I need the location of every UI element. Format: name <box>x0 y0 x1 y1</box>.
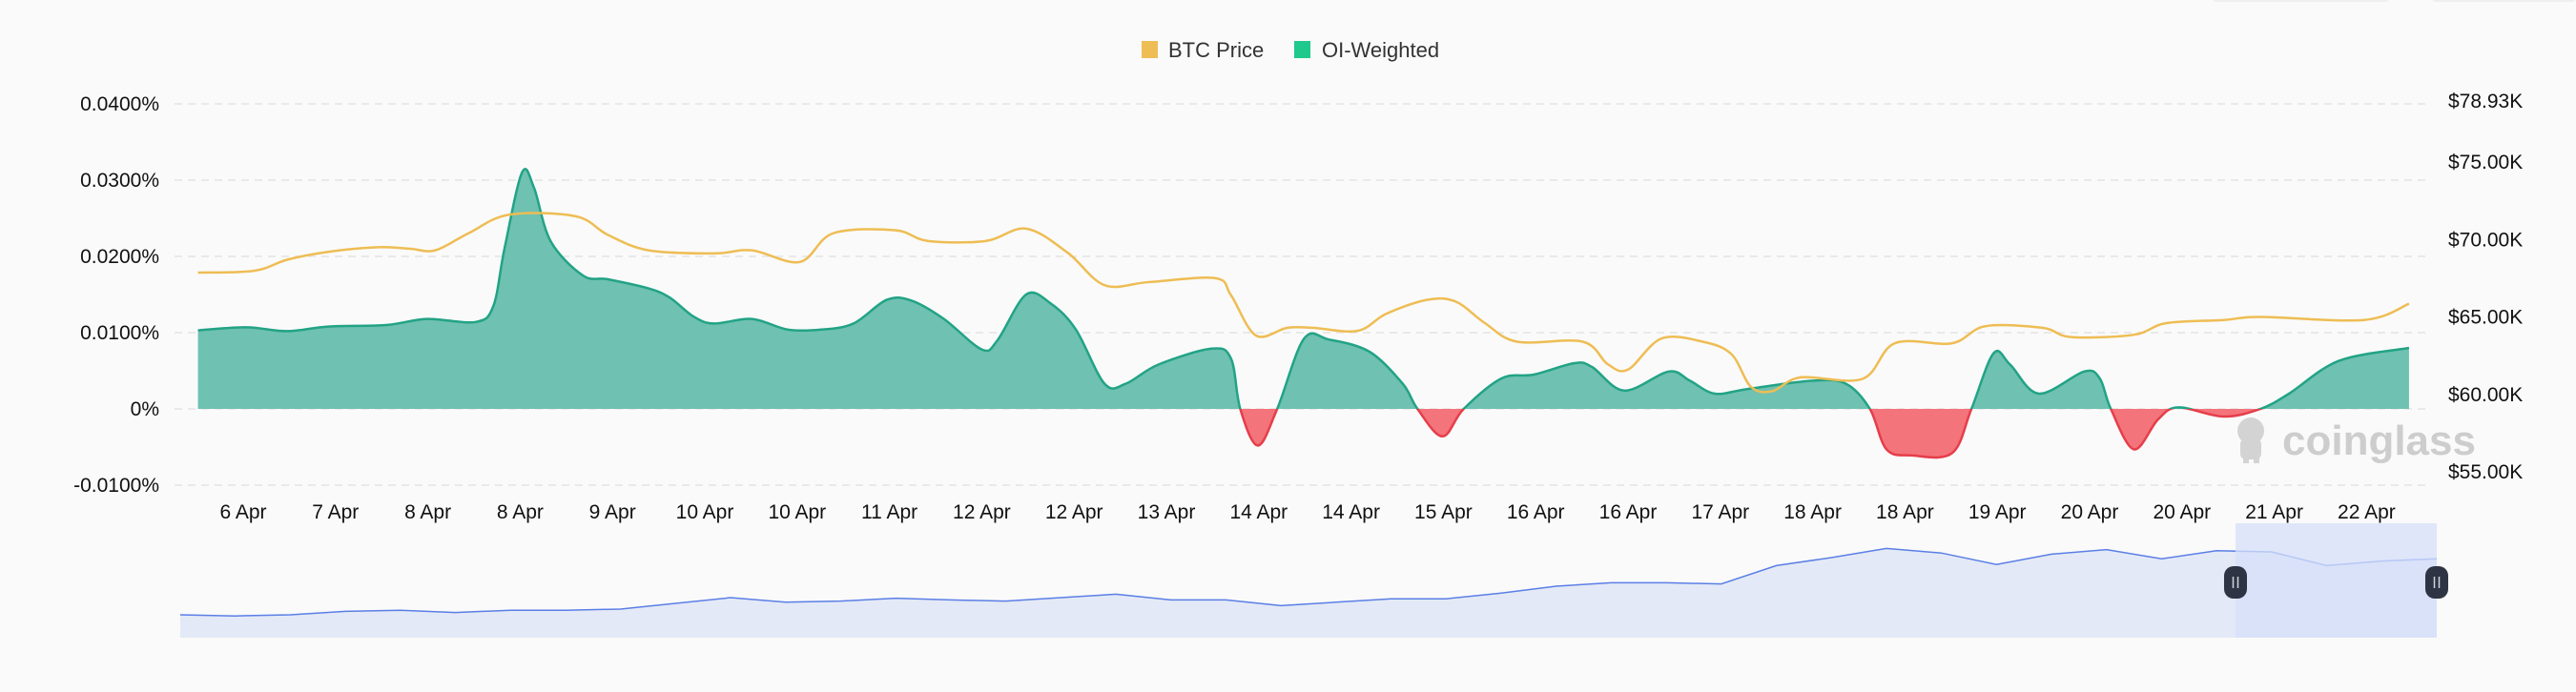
navigator[interactable] <box>179 523 2448 638</box>
navigator-area <box>180 548 2437 638</box>
x-tick-label: 13 Apr <box>1138 501 1196 523</box>
right-tick-label: $75.00K <box>2448 152 2523 173</box>
x-tick-label: 15 Apr <box>1414 501 1473 523</box>
coinglass-watermark: coinglass <box>2237 417 2476 464</box>
legend-item-oi-weighted[interactable]: OI-Weighted <box>1294 38 1439 62</box>
x-tick-label: 21 Apr <box>2245 501 2303 523</box>
oi-weighted-area-positive <box>197 169 2409 409</box>
x-tick-label: 14 Apr <box>1322 501 1380 523</box>
navigator-handle-right[interactable] <box>2425 566 2448 599</box>
watermark-text: coinglass <box>2282 417 2476 464</box>
x-tick-label: 16 Apr <box>1507 501 1565 523</box>
x-tick-label: 16 Apr <box>1599 501 1658 523</box>
x-tick-label: 8 Apr <box>497 501 544 523</box>
left-tick-label: 0.0100% <box>80 322 159 344</box>
right-tick-label: $70.00K <box>2448 229 2523 251</box>
x-tick-label: 10 Apr <box>676 501 734 523</box>
x-tick-label: 12 Apr <box>953 501 1011 523</box>
plot-area <box>197 168 2410 459</box>
x-tick-label: 11 Apr <box>861 501 917 523</box>
legend-label: OI-Weighted <box>1322 38 1439 62</box>
left-tick-label: 0.0200% <box>80 246 159 268</box>
legend-item-btc-price[interactable]: BTC Price <box>1142 38 1264 62</box>
x-tick-label: 14 Apr <box>1229 501 1288 523</box>
left-tick-label: 0.0300% <box>80 170 159 192</box>
x-tick-label: 19 Apr <box>1968 501 2027 523</box>
x-axis: 6 Apr 7 Apr 8 Apr 8 Apr 9 Apr 10 Apr 10 Apr 11 … <box>219 501 2395 523</box>
coinglass-logo-icon <box>2237 417 2264 463</box>
right-tick-label: $55.00K <box>2448 461 2523 483</box>
x-tick-label: 6 Apr <box>219 501 266 523</box>
x-tick-label: 20 Apr <box>2061 501 2119 523</box>
x-tick-label: 22 Apr <box>2338 501 2396 523</box>
x-tick-label: 20 Apr <box>2153 501 2211 523</box>
x-tick-label: 8 Apr <box>404 501 451 523</box>
legend-swatch-btc-price <box>1142 41 1158 58</box>
legend-label: BTC Price <box>1168 38 1264 62</box>
right-axis: $78.93K $75.00K $70.00K $65.00K $60.00K $55.0… <box>2448 91 2523 483</box>
right-tick-label: $78.93K <box>2448 91 2523 112</box>
toolbar-button[interactable] <box>2213 0 2389 2</box>
x-tick-label: 18 Apr <box>1783 501 1842 523</box>
right-tick-label: $65.00K <box>2448 307 2523 329</box>
btc-price-line <box>197 212 2410 394</box>
x-tick-label: 10 Apr <box>768 501 826 523</box>
legend-swatch-oi-weighted <box>1294 41 1310 58</box>
left-axis: 0.0400% 0.0300% 0.0200% 0.0100% 0% -0.0100% <box>73 93 159 497</box>
toolbar-button[interactable] <box>2432 0 2576 2</box>
x-tick-label: 12 Apr <box>1045 501 1103 523</box>
navigator-line <box>179 547 2438 617</box>
oi-weighted-line-positive <box>197 168 2410 409</box>
left-tick-label: 0% <box>131 398 159 420</box>
left-tick-label: 0.0400% <box>80 93 159 115</box>
x-tick-label: 9 Apr <box>589 501 636 523</box>
left-tick-label: -0.0100% <box>73 475 159 497</box>
drag-handle-icon[interactable] <box>2425 566 2448 599</box>
right-tick-label: $60.00K <box>2448 384 2523 406</box>
navigator-handle-left[interactable] <box>2224 566 2247 599</box>
x-tick-label: 18 Apr <box>1876 501 1934 523</box>
navigator-selection[interactable] <box>2236 523 2437 638</box>
drag-handle-icon[interactable] <box>2224 566 2247 599</box>
x-tick-label: 17 Apr <box>1691 501 1749 523</box>
legend: BTC Price OI-Weighted <box>1142 38 1439 62</box>
x-tick-label: 7 Apr <box>312 501 359 523</box>
